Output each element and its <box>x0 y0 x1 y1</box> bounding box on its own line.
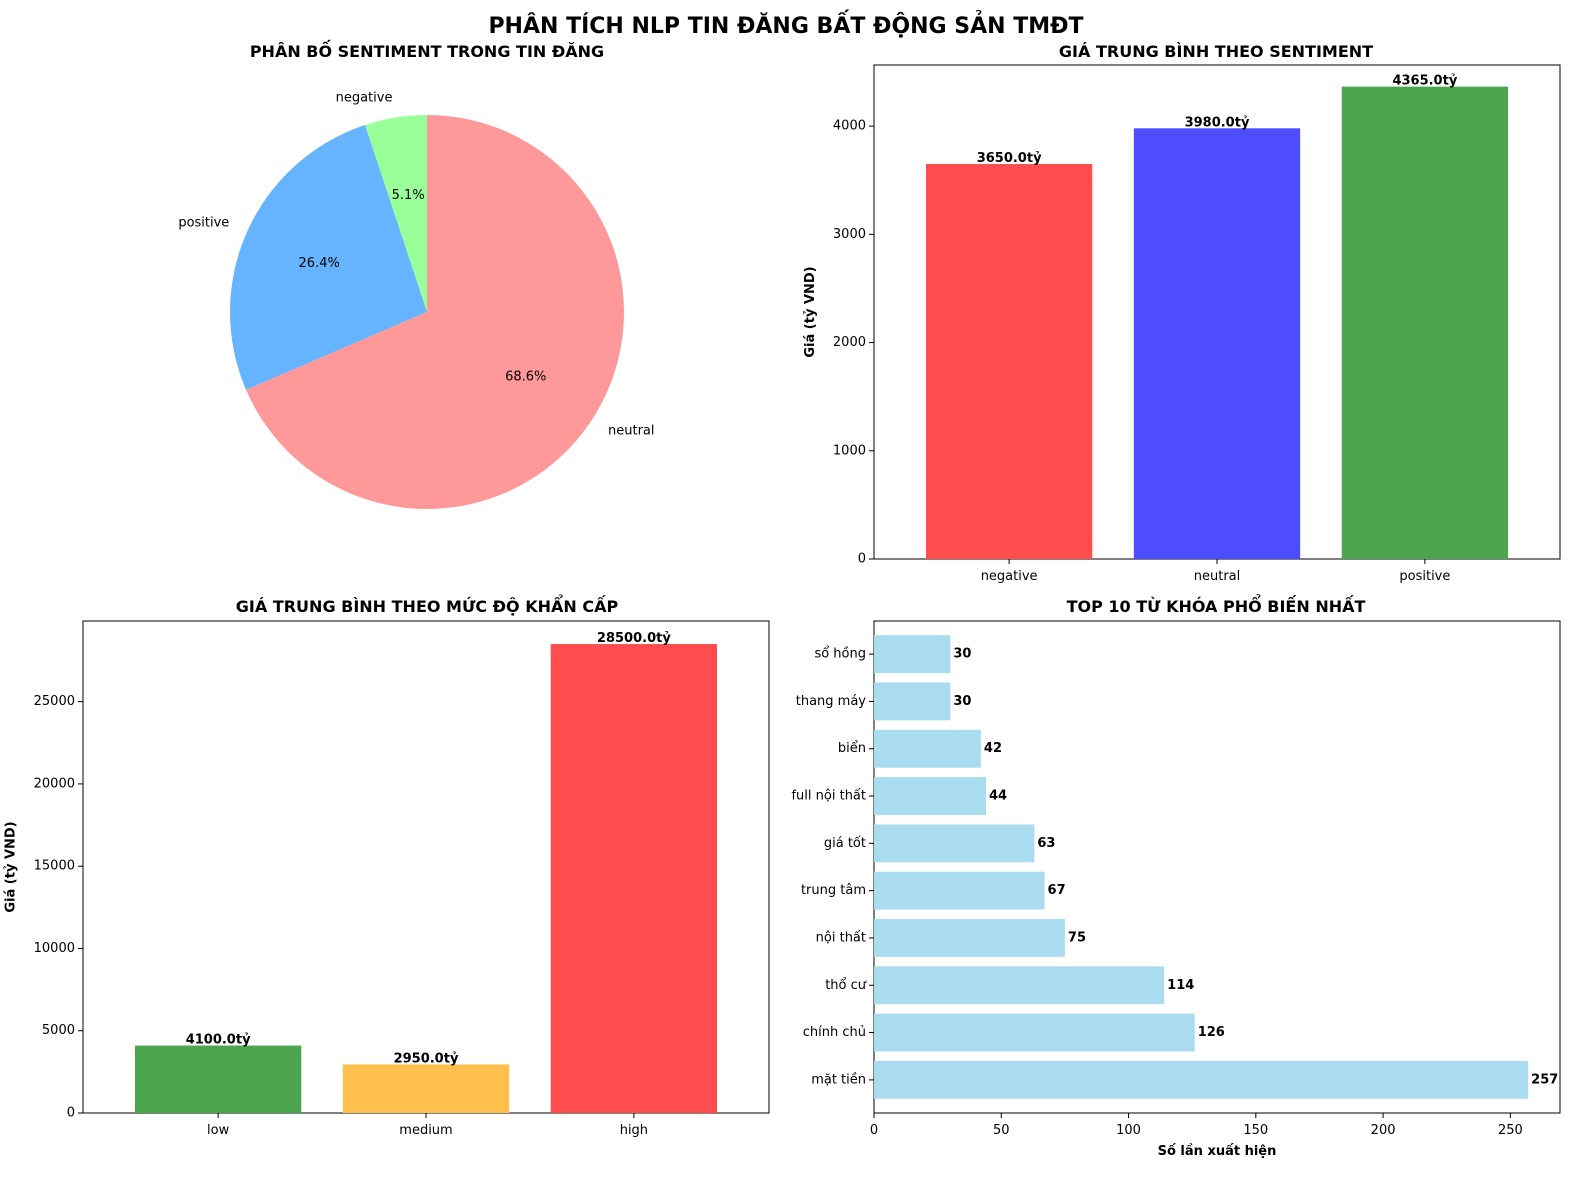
keyword-value-label-chinh-chu: 126 <box>1198 1025 1225 1040</box>
keyword-bar-noi-that <box>874 919 1065 957</box>
keywords-plot: 257 mặt tiền 126 chính chủ 114 thổ cư 75 nội th… <box>791 620 1561 1159</box>
pie-pct-negative: 5.1% <box>392 188 425 203</box>
keyword-ytick-mat-tien: mặt tiền <box>811 1072 866 1087</box>
keyword-ytick-trung-tam: trung tâm <box>801 883 866 898</box>
keyword-ytick-full-noi-that: full nội thất <box>791 789 866 804</box>
urgency-ytick-25000: 25000 <box>34 694 75 709</box>
sentiment-value-label-positive: 4365.0tỷ <box>1392 74 1457 89</box>
pie-labels: negative 5.1% positive 26.4% neutral 68.6% <box>178 91 654 439</box>
pie-slice-negative <box>365 115 427 312</box>
pie-pct-positive: 26.4% <box>299 256 340 271</box>
pie-chart-panel: PHÂN BỐ SENTIMENT TRONG TIN ĐĂNG negativ… <box>178 40 655 510</box>
sentiment-value-label-neutral: 3980.0tỷ <box>1185 115 1250 130</box>
keyword-bar-trung-tam <box>874 871 1045 910</box>
sentiment-price-panel: GIÁ TRUNG BÌNH THEO SENTIMENT 3650.0tỷ ne… <box>803 42 1561 584</box>
sentiment-ylabel: Giá (tỷ VND) <box>803 266 818 357</box>
keywords-xlabel: Số lần xuất hiện <box>1158 1144 1277 1159</box>
keyword-bar-tho-cu <box>874 966 1165 1005</box>
sentiment-bar-neutral <box>1133 128 1301 559</box>
sentiment-value-label-negative: 3650.0tỷ <box>977 151 1042 166</box>
pie-pct-neutral: 68.6% <box>505 369 546 384</box>
sentiment-xtick-positive: positive <box>1399 569 1450 584</box>
urgency-ytick-5000: 5000 <box>42 1023 75 1038</box>
sentiment-xtick-neutral: neutral <box>1194 569 1241 584</box>
keyword-bar-full-noi-that <box>874 777 986 815</box>
urgency-price-title: GIÁ TRUNG BÌNH THEO MỨC ĐỘ KHẨN CẤP <box>236 594 619 616</box>
keyword-value-label-trung-tam: 67 <box>1048 883 1066 898</box>
keywords-xtick-0: 0 <box>870 1123 878 1138</box>
urgency-ylabel: Giá (tỷ VND) <box>4 821 19 912</box>
keyword-bar-gia-tot <box>874 824 1035 863</box>
keyword-value-label-tho-cu: 114 <box>1167 978 1194 993</box>
keywords-axes-frame <box>873 620 1561 1114</box>
urgency-price-plot: 4100.0tỷ low 2950.0tỷ medium 28500.0tỷ high 0 5… <box>4 620 770 1138</box>
sentiment-price-title: GIÁ TRUNG BÌNH THEO SENTIMENT <box>1059 42 1373 61</box>
urgency-bar-medium <box>342 1064 510 1113</box>
keyword-value-label-noi-that: 75 <box>1068 930 1086 945</box>
keyword-value-label-mat-tien: 257 <box>1531 1072 1558 1087</box>
urgency-value-label-high: 28500.0tỷ <box>597 631 671 646</box>
urgency-xtick-high: high <box>620 1123 648 1138</box>
keyword-ytick-thang-may: thang máy <box>796 694 867 709</box>
keyword-ytick-so-hong: sổ hồng <box>814 647 866 662</box>
keyword-value-label-gia-tot: 63 <box>1037 836 1055 851</box>
keyword-ytick-bien: biển <box>838 741 866 756</box>
keywords-title: TOP 10 TỪ KHÓA PHỔ BIẾN NHẤT <box>1067 594 1366 616</box>
keywords-xtick-100: 100 <box>1116 1123 1141 1138</box>
urgency-xtick-medium: medium <box>399 1123 452 1138</box>
pie-label-positive: positive <box>178 216 229 231</box>
keyword-bar-mat-tien <box>874 1060 1529 1099</box>
sentiment-bar-negative <box>925 164 1093 560</box>
keyword-value-label-bien: 42 <box>984 741 1002 756</box>
urgency-bar-high <box>550 644 718 1113</box>
keyword-ytick-tho-cu: thổ cư <box>825 978 867 993</box>
urgency-value-label-medium: 2950.0tỷ <box>394 1051 459 1066</box>
urgency-value-label-low: 4100.0tỷ <box>186 1033 251 1048</box>
keywords-xtick-200: 200 <box>1371 1123 1396 1138</box>
keyword-value-label-thang-may: 30 <box>953 694 971 709</box>
keywords-xtick-250: 250 <box>1498 1123 1523 1138</box>
urgency-xtick-low: low <box>207 1123 230 1138</box>
keyword-bar-thang-may <box>874 682 951 721</box>
pie-slices <box>229 115 624 510</box>
keywords-xtick-150: 150 <box>1243 1123 1268 1138</box>
sentiment-ytick-4000: 4000 <box>833 119 866 134</box>
keyword-value-label-full-noi-that: 44 <box>989 789 1007 804</box>
urgency-ytick-10000: 10000 <box>34 941 75 956</box>
keywords-xtick-50: 50 <box>993 1123 1010 1138</box>
urgency-ytick-15000: 15000 <box>34 859 75 874</box>
keyword-bar-so-hong <box>874 635 951 674</box>
urgency-ytick-20000: 20000 <box>34 776 75 791</box>
sentiment-ytick-0: 0 <box>858 552 866 567</box>
keyword-ytick-noi-that: nội thất <box>816 930 866 945</box>
urgency-ytick-0: 0 <box>67 1106 75 1121</box>
keyword-bar-chinh-chu <box>874 1013 1195 1052</box>
sentiment-xtick-negative: negative <box>981 569 1038 584</box>
sentiment-price-plot: 3650.0tỷ negative 3980.0tỷ neutral 4365.0tỷ p… <box>803 64 1561 584</box>
keywords-panel: TOP 10 TỪ KHÓA PHỔ BIẾN NHẤT 257 mặt tiền… <box>791 594 1561 1159</box>
keyword-ytick-chinh-chu: chính chủ <box>803 1025 866 1040</box>
sentiment-ytick-2000: 2000 <box>833 335 866 350</box>
urgency-price-panel: GIÁ TRUNG BÌNH THEO MỨC ĐỘ KHẨN CẤP 4100… <box>4 594 770 1138</box>
urgency-bar-low <box>134 1045 302 1113</box>
pie-label-neutral: neutral <box>608 424 655 439</box>
sentiment-ytick-3000: 3000 <box>833 227 866 242</box>
pie-slice-positive <box>229 125 427 390</box>
pie-slice-neutral <box>246 115 624 510</box>
sentiment-ytick-1000: 1000 <box>833 443 866 458</box>
pie-label-negative: negative <box>336 91 393 106</box>
figure-title: PHÂN TÍCH NLP TIN ĐĂNG BẤT ĐỘNG SẢN TMĐT <box>488 10 1083 39</box>
keyword-bar-bien <box>874 729 981 768</box>
sentiment-bar-positive <box>1341 86 1509 559</box>
pie-chart-title: PHÂN BỐ SENTIMENT TRONG TIN ĐĂNG <box>250 40 604 61</box>
keyword-value-label-so-hong: 30 <box>953 647 971 662</box>
keyword-ytick-gia-tot: giá tốt <box>824 836 866 851</box>
